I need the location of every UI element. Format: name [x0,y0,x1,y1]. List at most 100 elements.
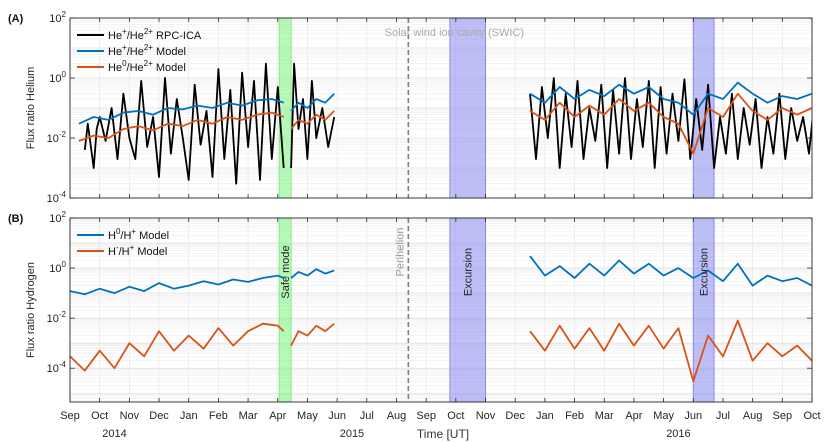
shaded-region-safe-mode [278,17,292,199]
panel-b-hydrogen: Safe mode Excursion ExcursionPerihelion102… [8,210,813,403]
legend-text-part: Model [134,246,167,258]
tick-exponent: -2 [59,310,67,319]
legend-text-part: He [108,62,122,74]
time-axis-label: Time [UT] [417,427,469,441]
legend-text-part: /H [119,246,130,258]
legend-text-part: 2+ [144,59,153,68]
series-line-he-he2-rpc-ica [529,77,812,169]
legend-text-part: - [116,243,119,252]
tick-base: 10 [49,263,61,275]
x-tick-label: Nov [120,410,140,422]
x-tick-label: May [653,410,674,422]
legend-text-part: 0 [122,59,127,68]
legend-text-part: /He [127,62,144,74]
y-tick-label: 102 [49,210,66,225]
legend-text-part: /H [120,230,131,242]
series-group [70,255,812,383]
legend-entry: H-/H+ Model [108,243,167,258]
legend-text-part: 2+ [144,27,153,36]
series-line-h-h-model [529,319,812,383]
tick-exponent: 2 [62,210,67,219]
panel-label: (B) [8,213,24,225]
x-tick-label: Oct [447,410,464,422]
x-tick-label: Jul [716,410,730,422]
shaded-region-excursion [449,217,487,403]
series-line-h0-h-model [529,255,812,287]
x-tick-label: Mar [595,410,614,422]
legend-text-part: H [108,246,116,258]
y-tick-label: 10-4 [47,360,67,375]
x-tick-label: Jan [180,410,198,422]
tick-base: 10 [47,313,59,325]
tick-base: 10 [49,13,61,25]
time-axis: Sep Oct Nov Dec Jan Feb Mar Apr May Jun Jul Aug Sep O… [60,410,820,440]
legend-text-part: 2+ [144,43,153,52]
region-label: Excursion [463,248,475,296]
legend-text-part: Model [153,62,186,74]
series-line-he-he2-rpc-ica [83,62,285,185]
series-line-he0-he2-model [290,110,335,130]
x-tick-label: Mar [239,410,258,422]
region-label: Excursion [699,248,711,296]
x-tick-label: Aug [387,410,407,422]
panel-label: (A) [8,13,24,25]
legend-text-part: /He [127,46,144,58]
series-line-h0-h-model [290,268,335,279]
x-tick-label: Aug [743,410,763,422]
tick-exponent: -2 [59,130,67,139]
series-line-he-he2-model [529,81,812,116]
x-tick-label: Feb [565,410,584,422]
series-line-h-h-model [70,322,285,372]
series-line-he-he2-model [290,93,335,112]
tick-exponent: 0 [62,260,67,269]
y-axis-label: Flux ratio Helium [25,67,37,150]
legend-text-part: /He [127,30,144,42]
legend-text-part: + [130,243,135,252]
series-line-he0-he2-model [78,111,285,142]
legend-entry: He+/He2+ Model [108,43,186,58]
legend-text-part: + [122,43,127,52]
legend-text-part: H [108,230,116,242]
legend-text-part: + [131,227,136,236]
tick-exponent: 2 [62,10,67,19]
y-tick-label: 102 [49,10,66,25]
x-tick-label: Apr [269,410,286,422]
x-tick-label: Sep [773,410,793,422]
series-line-he0-he2-model [529,92,812,155]
year-label: 2015 [340,428,364,440]
x-tick-label: Jun [684,410,702,422]
tick-exponent: 0 [62,70,67,79]
tick-exponent: -4 [59,360,67,369]
axes-frame [69,217,813,403]
x-tick-label: Dec [505,410,525,422]
legend-text-part: 0 [116,227,121,236]
legend-text-part: + [122,27,127,36]
y-tick-label: 10-2 [47,130,67,145]
annotation: Solar wind ion cavity (SWIC) [385,27,524,39]
legend-text-part: Model [136,230,169,242]
tick-base: 10 [47,193,59,205]
x-tick-label: Dec [149,410,169,422]
x-tick-label: Apr [625,410,642,422]
x-tick-label: Sep [60,410,80,422]
axes-frame [69,17,813,199]
tick-base: 10 [47,363,59,375]
y-tick-label: 10-2 [47,310,67,325]
x-tick-label: Jun [328,410,346,422]
legend-text-part: He [108,30,122,42]
vline-label: Perihelion [394,228,406,277]
legend-entry: He+/He2+ RPC-ICA [108,27,202,42]
y-tick-label: 10-4 [47,190,67,205]
x-tick-label: Sep [416,410,436,422]
year-label: 2014 [102,428,126,440]
tick-base: 10 [49,73,61,85]
legend-text-part: RPC-ICA [153,30,202,42]
series-group [78,62,812,185]
x-tick-label: Jan [536,410,554,422]
x-tick-label: Jul [360,410,374,422]
legend-text-part: Model [153,46,186,58]
shaded-region-excursion [449,17,487,199]
x-tick-label: Feb [209,410,228,422]
series-line-he-he2-rpc-ica [290,62,336,169]
